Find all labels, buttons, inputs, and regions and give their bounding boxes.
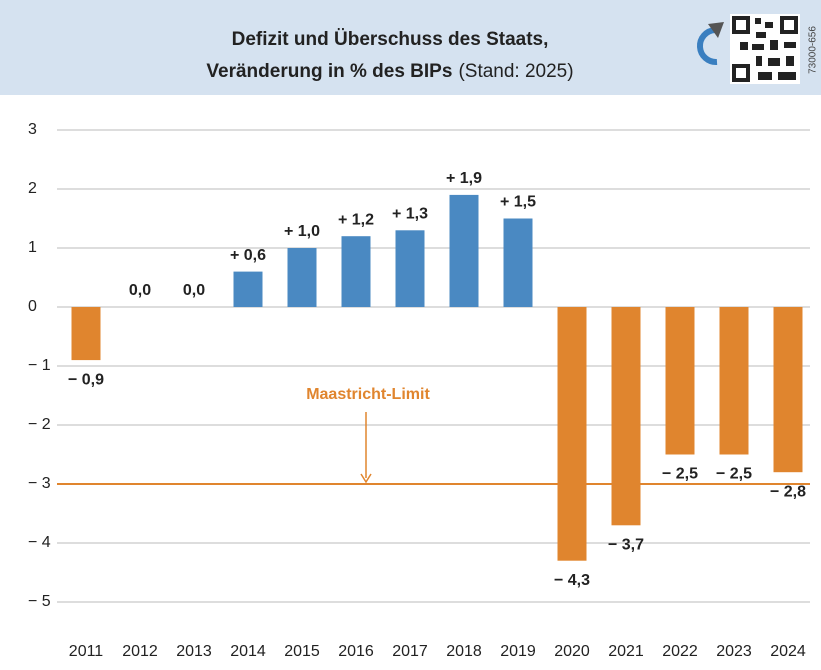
value-label: − 2,5 xyxy=(716,466,752,483)
bar xyxy=(503,218,533,307)
y-tick-label: − 2 xyxy=(28,416,51,433)
value-label: 0,0 xyxy=(183,282,205,299)
y-tick-label: − 3 xyxy=(28,475,51,492)
y-tick-label: 2 xyxy=(28,180,37,197)
value-label: + 1,9 xyxy=(446,170,482,187)
bar xyxy=(395,230,425,307)
refresh-icon xyxy=(697,22,724,66)
value-label: + 1,0 xyxy=(284,223,320,240)
subtitle: (Stand: 2025) xyxy=(458,61,573,82)
bar xyxy=(719,307,749,455)
y-tick-label: 3 xyxy=(28,121,37,138)
reference-arrowhead xyxy=(360,473,372,484)
y-tick-label: 1 xyxy=(28,239,37,256)
value-label: − 4,3 xyxy=(554,572,590,589)
bar xyxy=(449,194,479,307)
value-label: + 0,6 xyxy=(230,247,266,264)
reference-label: Maastricht-Limit xyxy=(306,386,430,403)
qr-code xyxy=(730,14,800,84)
x-tick-label: 2014 xyxy=(230,643,266,660)
bar xyxy=(341,236,371,307)
x-tick-label: 2021 xyxy=(608,643,644,660)
x-tick-label: 2017 xyxy=(392,643,428,660)
x-tick-label: 2019 xyxy=(500,643,536,660)
bar xyxy=(611,307,641,526)
chart-title: Defizit und Überschuss des Staats, xyxy=(232,29,549,50)
value-label: + 1,2 xyxy=(338,211,374,228)
value-label: − 3,7 xyxy=(608,537,644,554)
x-tick-label: 2023 xyxy=(716,643,752,660)
x-tick-label: 2013 xyxy=(176,643,212,660)
bar xyxy=(557,307,587,561)
bar xyxy=(287,248,317,307)
x-tick-label: 2012 xyxy=(122,643,158,660)
x-tick-label: 2024 xyxy=(770,643,806,660)
x-tick-label: 2011 xyxy=(69,643,104,660)
x-tick-label: 2015 xyxy=(284,643,320,660)
value-label: − 0,9 xyxy=(68,371,104,388)
y-tick-label: − 5 xyxy=(28,593,51,610)
value-label: − 2,5 xyxy=(662,466,698,483)
title-line2: Veränderung in % des BIPs xyxy=(206,61,452,82)
bar xyxy=(773,307,803,473)
chart-title-line2: Veränderung in % des BIPs (Stand: 2025) xyxy=(206,61,573,82)
y-tick-label: − 1 xyxy=(28,357,51,374)
value-label: 0,0 xyxy=(129,282,151,299)
x-tick-label: 2022 xyxy=(662,643,698,660)
code: 73000-656 xyxy=(808,26,819,74)
value-label: − 2,8 xyxy=(770,483,806,500)
x-tick-label: 2018 xyxy=(446,643,482,660)
value-label: + 1,5 xyxy=(500,194,536,211)
bar xyxy=(665,307,695,455)
header-band xyxy=(0,0,821,95)
x-tick-label: 2020 xyxy=(554,643,590,660)
y-tick-label: − 4 xyxy=(28,534,51,551)
value-label: + 1,3 xyxy=(392,206,428,223)
y-tick-label: 0 xyxy=(28,298,37,315)
x-tick-label: 2016 xyxy=(338,643,374,660)
bar xyxy=(71,307,101,361)
bar xyxy=(233,271,263,307)
